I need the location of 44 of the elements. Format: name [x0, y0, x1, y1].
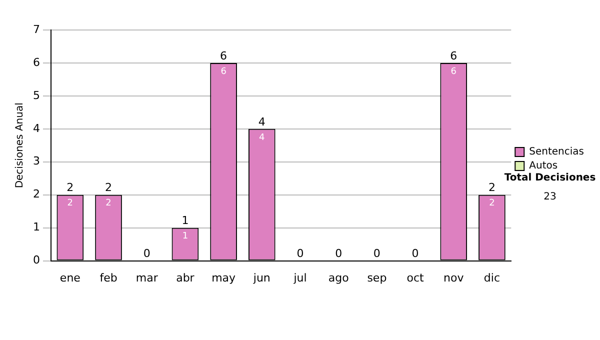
x-tick-label: jul — [292, 271, 307, 284]
data-label: 6 — [220, 66, 227, 77]
total-label: 0 — [335, 247, 342, 260]
y-tick-label: 2 — [33, 188, 40, 201]
text: 23 — [544, 192, 556, 203]
x-tick-label: mar — [136, 271, 158, 284]
data-label: 6 — [450, 66, 457, 77]
total-label: 0 — [296, 247, 304, 260]
data-label: 2 — [489, 198, 495, 209]
total-label: 0 — [412, 247, 419, 260]
data-label: 2 — [106, 198, 112, 209]
y-tick-label: 4 — [33, 122, 40, 135]
x-tick-label: may — [212, 271, 236, 284]
y-tick-label: 6 — [33, 56, 40, 69]
y-axis-title: Decisiones Anual — [14, 102, 26, 188]
x-tick-label: sep — [367, 271, 387, 284]
legend-label: Autos — [529, 160, 558, 172]
total-label: 6 — [220, 49, 228, 62]
y-tick-label: 5 — [33, 88, 40, 102]
total-label: 0 — [373, 247, 380, 260]
x-tick-label: ago — [328, 271, 350, 284]
data-label: 2 — [67, 198, 74, 209]
y-tick-label: 3 — [33, 154, 40, 168]
total-label: 0 — [143, 247, 150, 260]
y-tick-label: 0 — [33, 254, 40, 267]
x-tick-label: oct — [406, 271, 425, 284]
total-label: 2 — [488, 181, 496, 194]
total-label: 6 — [450, 49, 458, 62]
x-tick-label: dic — [484, 271, 500, 284]
legend-label: Sentencias — [529, 146, 584, 158]
total-label: 2 — [105, 181, 112, 194]
x-tick-label: feb — [100, 271, 118, 284]
x-tick-label: abr — [176, 271, 195, 284]
y-tick-label: 7 — [33, 22, 40, 36]
data-label: 4 — [259, 132, 266, 143]
x-tick-label: ene — [60, 271, 81, 284]
total-label: 1 — [182, 214, 189, 228]
y-tick-label: 1 — [33, 220, 40, 234]
x-tick-label: jun — [252, 271, 270, 284]
x-tick-label: nov — [444, 271, 464, 284]
annotation: Total Decisiones — [504, 172, 596, 184]
total-label: 4 — [258, 115, 266, 128]
data-label: 1 — [182, 232, 188, 242]
total-label: 2 — [66, 181, 74, 194]
